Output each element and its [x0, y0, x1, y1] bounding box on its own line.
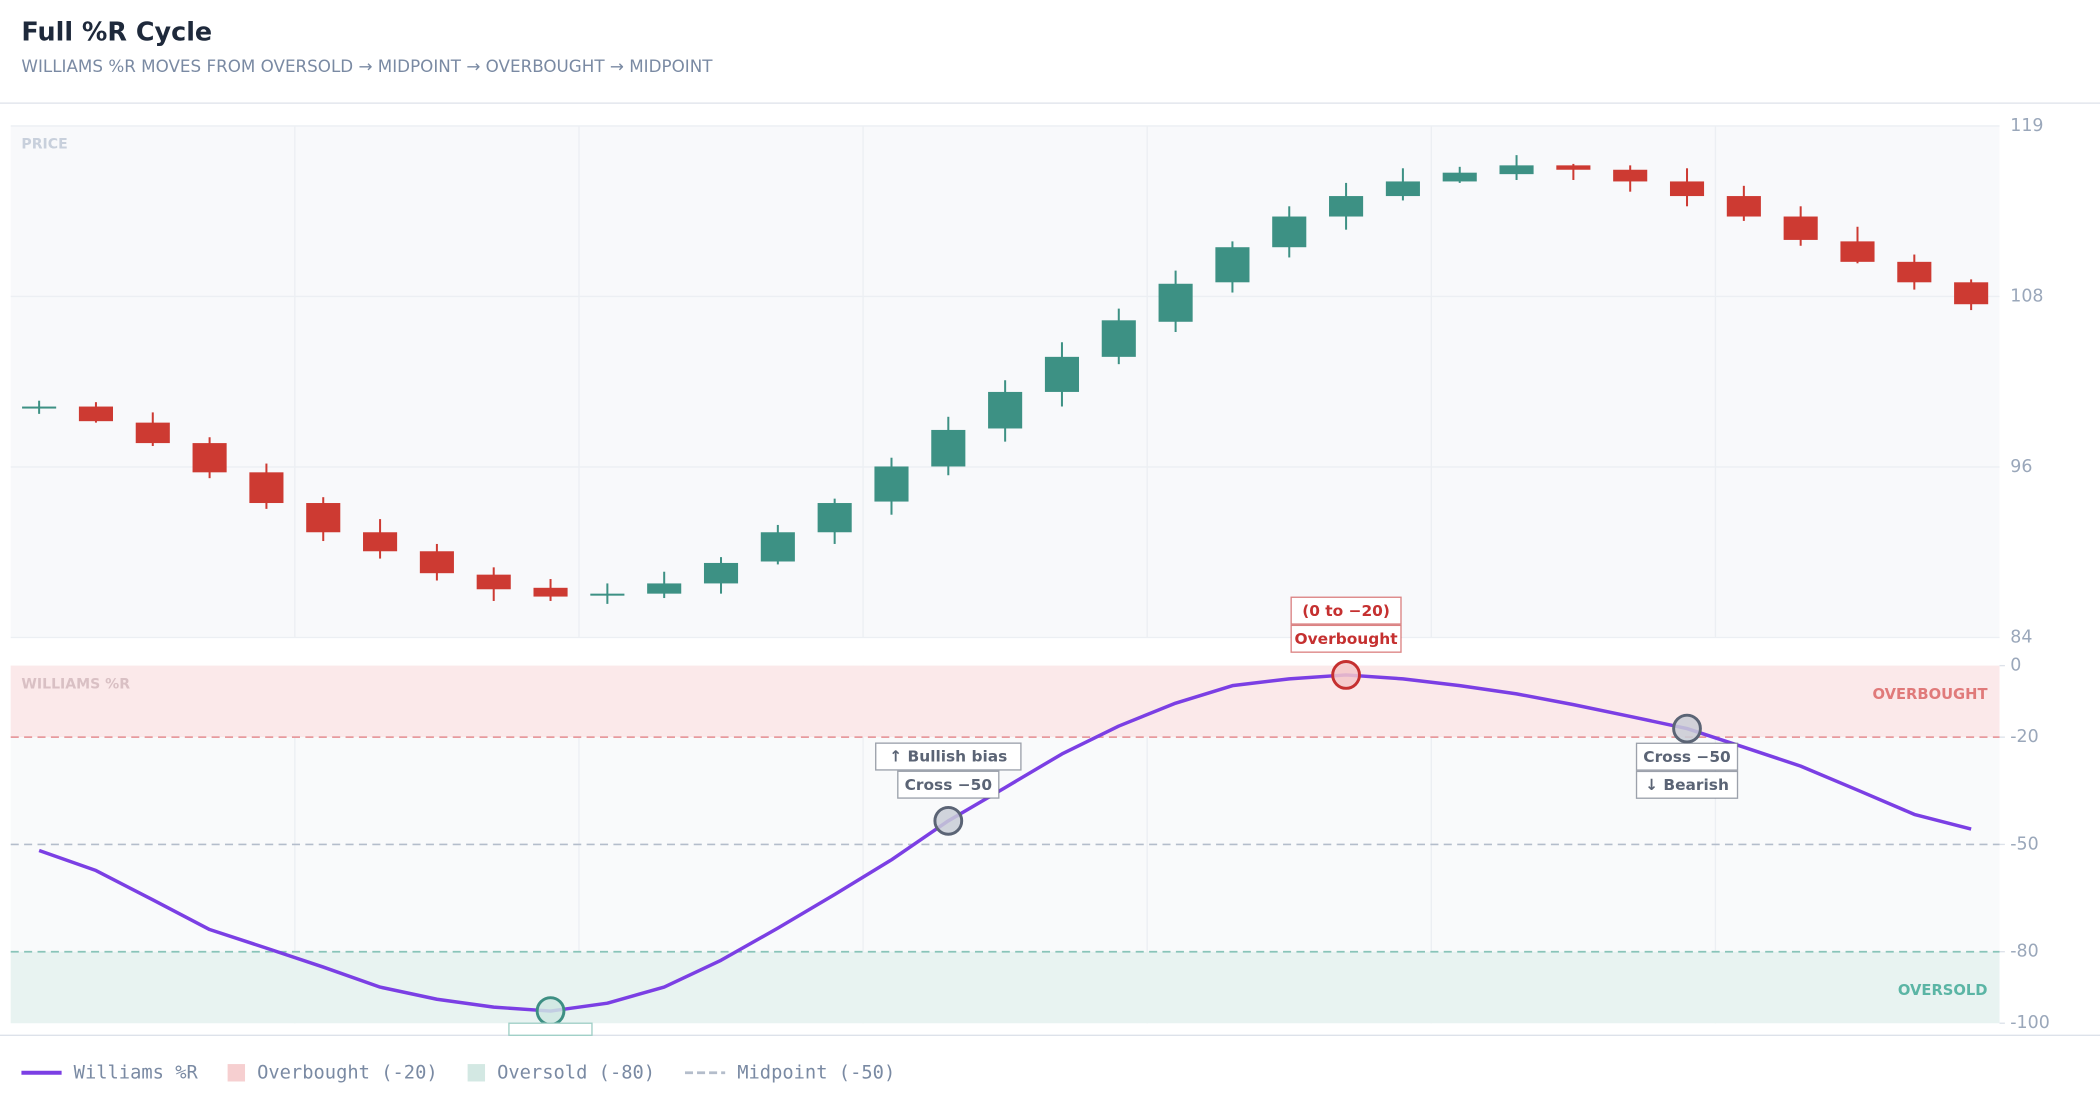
legend-label: Williams %R	[74, 1062, 199, 1083]
candle-body	[192, 443, 227, 473]
chart-title: Full %R Cycle	[21, 16, 212, 46]
annotation-text: ↓ Bearish	[1645, 776, 1729, 794]
annotation-text: (0 to −20)	[1302, 602, 1390, 620]
candle-body	[1044, 356, 1080, 392]
annotation-marker	[1331, 660, 1361, 690]
candle-body	[78, 406, 113, 422]
y-tick-label: 96	[2010, 457, 2032, 477]
candle-body	[1669, 181, 1705, 197]
y-tick-label: -50	[2010, 834, 2038, 854]
annotation-marker	[1672, 713, 1702, 744]
legend-swatch	[467, 1064, 486, 1082]
legend-label: Midpoint (-50)	[737, 1062, 895, 1083]
candle-body	[1158, 283, 1193, 322]
candle-body	[1385, 181, 1420, 197]
legend-label: Oversold (-80)	[497, 1062, 655, 1083]
candle-body	[306, 503, 341, 533]
panel-label: WILLIAMS %R	[21, 676, 130, 692]
annotation-marker	[933, 805, 964, 836]
annotation-box	[875, 742, 1022, 771]
candle-body	[1897, 261, 1932, 283]
annotation-text: Cross −50	[905, 776, 992, 794]
candle-body	[249, 472, 284, 504]
annotation-text: Overbought	[1295, 630, 1398, 648]
candle-body	[1329, 196, 1364, 217]
candle-body	[1442, 172, 1477, 182]
line-series	[38, 673, 1972, 1013]
y-tick-label: 0	[2010, 656, 2021, 676]
candle-body	[1783, 216, 1818, 240]
candle-body	[874, 466, 909, 502]
y-tick-label: -80	[2010, 942, 2038, 962]
y-tick-label: -100	[2010, 1013, 2050, 1033]
candle-body	[647, 583, 682, 594]
panel-label: PRICE	[21, 137, 67, 153]
zone	[10, 951, 2000, 1024]
candle-body	[419, 551, 454, 574]
candle-body	[1613, 169, 1648, 182]
candle-body	[703, 562, 739, 584]
candle-body	[1272, 216, 1307, 248]
candle-body	[817, 503, 852, 533]
candle-body	[22, 406, 57, 409]
candle-body	[363, 532, 398, 552]
annotation-box	[897, 770, 1000, 799]
y-tick-label: 84	[2010, 628, 2032, 648]
candle-body	[760, 532, 795, 562]
zone-label: OVERSOLD	[1898, 982, 1988, 999]
candle-body	[1499, 165, 1534, 175]
y-tick-label: 108	[2010, 286, 2043, 306]
annotation-box	[1290, 596, 1402, 625]
plot-layer: 84 96 108 119 PRICE OVERBOUGHT OVERSOLD 0 -20 -50…	[10, 116, 2050, 1083]
annotation-box	[1635, 742, 1739, 771]
candle-body	[1840, 241, 1875, 262]
candle-body	[1954, 282, 1989, 305]
candle-body	[931, 429, 966, 467]
legend-label: Overbought (-20)	[257, 1062, 438, 1083]
candle-body	[1556, 165, 1591, 170]
candle-body	[1101, 320, 1136, 357]
candle-body	[533, 587, 568, 597]
chart-subtitle: WILLIAMS %R MOVES FROM OVERSOLD → MIDPOI…	[21, 56, 713, 76]
candle-body	[1726, 196, 1761, 217]
annotation-box	[1290, 624, 1402, 653]
annotation-text: ↑ Bullish bias	[889, 748, 1007, 766]
candle-body	[476, 574, 511, 590]
candle-body	[1215, 247, 1250, 283]
legend-swatch	[227, 1064, 246, 1082]
y-tick-label: -20	[2010, 727, 2038, 747]
annotation-marker	[535, 996, 566, 1026]
annotation-text: Cross −50	[1643, 748, 1730, 766]
candle-body	[988, 391, 1023, 429]
zone-label: OVERBOUGHT	[1872, 686, 1987, 703]
candle-body	[135, 422, 170, 444]
candle-body	[590, 593, 625, 596]
annotation-box	[508, 1022, 593, 1036]
y-tick-label: 119	[2010, 116, 2043, 136]
annotation-box	[1635, 770, 1739, 799]
